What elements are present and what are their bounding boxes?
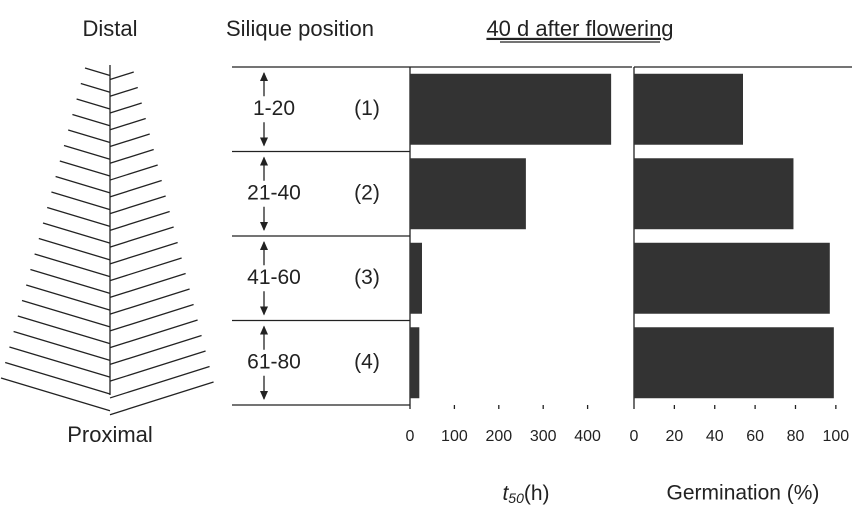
arrow-head (260, 306, 268, 316)
category-label: 61-80 (247, 350, 301, 373)
branch (55, 175, 111, 194)
branch (42, 222, 111, 244)
branch (5, 361, 111, 395)
position-number: (2) (354, 181, 380, 204)
branch (0, 377, 111, 412)
branch (109, 179, 162, 198)
branch (76, 98, 111, 110)
branch (109, 102, 142, 114)
branch (84, 67, 111, 77)
branch (72, 113, 111, 127)
branch (109, 334, 202, 366)
x-tick-label: 80 (787, 428, 805, 445)
branch (80, 82, 111, 93)
branch (109, 272, 186, 298)
category-label: 1-20 (253, 97, 295, 120)
branch (109, 164, 158, 181)
x-axis-label-part: (h) (524, 482, 550, 505)
branch (17, 315, 111, 345)
label-bg (244, 96, 304, 123)
x-tick-label: 100 (441, 428, 468, 445)
arrow-head (260, 156, 268, 166)
x-axis-label-part: t (502, 482, 509, 505)
position-number: (1) (354, 97, 380, 120)
branch (38, 237, 111, 261)
arrow-head (260, 391, 268, 400)
bar (634, 73, 743, 145)
x-tick-label: 40 (706, 428, 724, 445)
branch (13, 330, 111, 362)
label-bg (244, 349, 304, 376)
label-bg (244, 180, 304, 207)
branch (30, 268, 111, 295)
branch (63, 144, 111, 160)
branch (109, 226, 174, 248)
plant-diagram (0, 65, 214, 416)
x-axis-label-part: 50 (508, 490, 524, 506)
x-tick-label: 20 (665, 428, 683, 445)
branch (109, 365, 210, 399)
bar (410, 242, 422, 314)
label-bg (244, 265, 304, 292)
bar (634, 327, 834, 399)
branch (109, 350, 206, 382)
branch (109, 241, 178, 265)
x-tick-label: 200 (485, 428, 512, 445)
branch (21, 299, 111, 328)
branch (109, 86, 138, 97)
position-header: Silique position (226, 16, 374, 41)
x-tick-label: 60 (746, 428, 764, 445)
x-tick-label: 300 (530, 428, 557, 445)
category-label: 21-40 (247, 181, 301, 204)
branch (59, 160, 111, 177)
arrow-head (260, 137, 268, 147)
x-tick-label: 400 (574, 428, 601, 445)
branch (47, 206, 111, 227)
category-label: 41-60 (247, 266, 301, 289)
arrow-head (260, 241, 268, 250)
x-tick-label: 0 (406, 428, 415, 445)
branch (68, 129, 111, 144)
branch (109, 71, 134, 81)
position-number: (4) (354, 350, 380, 373)
bar (634, 158, 794, 230)
branch (109, 195, 166, 215)
bar (634, 242, 830, 314)
proximal-label: Proximal (67, 422, 153, 447)
x-axis-label: Germination (%) (667, 482, 820, 505)
branch (109, 133, 150, 148)
branch (109, 288, 190, 315)
chart-title: 40 d after flowering (486, 16, 673, 41)
arrow-head (260, 325, 268, 335)
branch (109, 257, 182, 282)
branch (109, 381, 214, 416)
branch (26, 284, 111, 311)
bar (410, 158, 526, 230)
x-tick-label: 0 (630, 428, 639, 445)
branch (109, 148, 154, 164)
branch (51, 191, 111, 211)
x-tick-label: 100 (823, 428, 850, 445)
distal-label: Distal (82, 16, 137, 41)
arrow-head (260, 222, 268, 231)
bar (410, 73, 612, 145)
x-axis-label: t50(h) (502, 482, 549, 506)
branch (34, 253, 111, 278)
bar (410, 327, 420, 399)
branch (109, 117, 146, 131)
branch (109, 319, 198, 349)
branch (109, 303, 194, 332)
branch (9, 346, 111, 378)
branch (109, 210, 170, 231)
arrow-head (260, 72, 268, 81)
position-number: (3) (354, 266, 380, 289)
